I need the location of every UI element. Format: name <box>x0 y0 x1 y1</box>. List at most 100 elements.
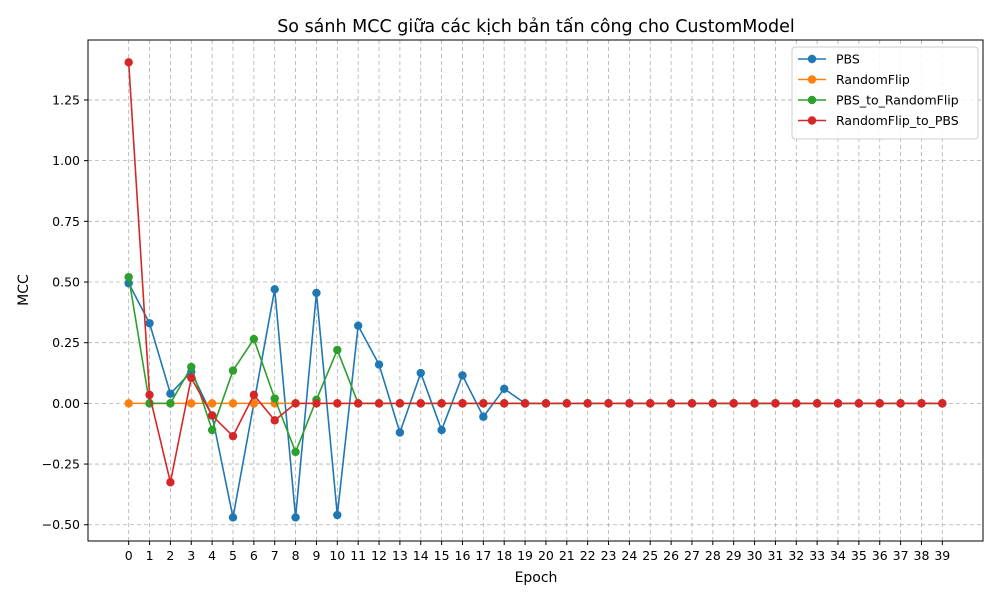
y-tick-label: −0.25 <box>42 457 80 472</box>
y-tick-label: 1.25 <box>52 92 80 107</box>
x-tick-label: 14 <box>413 548 429 563</box>
data-point-randomflip-to-pbs <box>896 399 905 408</box>
data-point-randomflip-to-pbs <box>854 399 864 408</box>
x-tick-label: 39 <box>934 548 950 563</box>
x-tick-label: 30 <box>747 548 763 563</box>
data-point-randomflip-to-pbs <box>729 399 738 408</box>
data-point-randomflip-to-pbs <box>562 399 571 408</box>
data-point-randomflip-to-pbs <box>145 390 154 400</box>
data-point-randomflip-to-pbs <box>312 399 321 408</box>
x-tick-label: 6 <box>250 548 258 563</box>
x-tick-label: 21 <box>559 548 575 563</box>
legend-marker <box>807 75 817 84</box>
legend-item-randomflip-to-pbs: RandomFlip_to_PBS <box>798 113 959 128</box>
data-point-randomflip-to-pbs <box>938 399 947 408</box>
legend-item-randomflip: RandomFlip <box>798 72 910 87</box>
x-tick-label: 34 <box>830 548 846 563</box>
data-point-randomflip-to-pbs <box>583 399 592 408</box>
y-tick-label: 0.75 <box>52 214 80 229</box>
data-point-randomflip-to-pbs <box>270 416 279 425</box>
data-point-pbs-to-randomflip <box>207 425 217 435</box>
data-point-randomflip <box>249 399 259 408</box>
data-point-randomflip-to-pbs <box>917 399 926 408</box>
x-tick-label: 18 <box>496 548 512 563</box>
x-tick-label: 31 <box>767 548 783 563</box>
x-tick-label: 12 <box>371 548 387 563</box>
x-tick-label: 22 <box>580 548 596 563</box>
y-tick-label: −0.50 <box>42 517 80 532</box>
data-point-randomflip-to-pbs <box>771 399 780 408</box>
data-point-randomflip-to-pbs <box>166 478 175 487</box>
x-tick-label: 0 <box>125 548 133 563</box>
x-tick-label: 10 <box>329 548 345 563</box>
chart-title: So sánh MCC giữa các kịch bản tấn công c… <box>277 16 795 37</box>
x-tick-label: 5 <box>229 548 237 563</box>
data-point-randomflip-to-pbs <box>541 399 551 408</box>
x-tick-label: 28 <box>705 548 721 563</box>
data-point-pbs <box>333 510 342 520</box>
data-point-randomflip-to-pbs <box>875 399 884 408</box>
data-point-pbs-to-randomflip <box>166 399 175 408</box>
y-axis: −0.50 −0.25 0.00 0.25 0.50 0.75 1.00 1.25 <box>42 92 88 532</box>
legend-marker <box>807 95 817 105</box>
x-tick-label: 36 <box>872 548 888 563</box>
data-point-pbs-to-randomflip <box>249 334 259 344</box>
x-tick-label: 13 <box>392 548 408 563</box>
data-point-pbs <box>479 412 488 421</box>
legend-label: PBS_to_RandomFlip <box>836 93 959 108</box>
data-point-randomflip-to-pbs <box>416 399 425 408</box>
data-point-randomflip-to-pbs <box>291 399 300 408</box>
x-tick-label: 19 <box>517 548 533 563</box>
data-point-randomflip <box>124 399 133 408</box>
legend: PBS RandomFlip PBS_to_RandomFlip RandomFlip… <box>791 46 979 140</box>
data-point-pbs <box>437 425 446 435</box>
x-axis-label: Epoch <box>515 570 558 586</box>
data-point-pbs <box>395 428 405 437</box>
x-tick-label: 17 <box>475 548 491 563</box>
data-point-randomflip-to-pbs <box>625 399 634 408</box>
data-point-randomflip-to-pbs <box>207 411 217 420</box>
data-point-randomflip-to-pbs <box>228 431 238 441</box>
x-tick-label: 15 <box>434 548 450 563</box>
series-layer <box>124 58 947 522</box>
y-tick-label: 0.00 <box>52 396 80 411</box>
y-tick-label: 1.00 <box>52 153 80 168</box>
data-point-randomflip <box>228 399 238 408</box>
x-tick-label: 4 <box>208 548 216 563</box>
x-tick-label: 37 <box>893 548 909 563</box>
data-point-randomflip-to-pbs <box>395 399 405 408</box>
data-point-randomflip-to-pbs <box>124 58 133 67</box>
data-point-randomflip-to-pbs <box>353 399 363 408</box>
data-point-pbs <box>228 513 238 522</box>
data-point-pbs <box>353 321 363 330</box>
data-point-pbs-to-randomflip <box>333 345 342 355</box>
data-point-randomflip-to-pbs <box>458 399 467 408</box>
legend-marker <box>807 116 817 125</box>
data-point-randomflip-to-pbs <box>187 373 196 383</box>
y-axis-label: MCC <box>16 274 32 306</box>
x-tick-label: 24 <box>621 548 637 563</box>
data-point-pbs <box>166 389 175 398</box>
data-point-randomflip-to-pbs <box>812 399 822 408</box>
data-point-pbs <box>312 288 321 298</box>
data-point-randomflip-to-pbs <box>479 399 488 408</box>
x-tick-label: 1 <box>146 548 154 563</box>
x-tick-label: 11 <box>350 548 366 563</box>
data-point-randomflip-to-pbs <box>249 390 259 400</box>
x-tick-label: 23 <box>601 548 617 563</box>
data-point-pbs <box>458 371 467 380</box>
data-point-randomflip-to-pbs <box>750 399 759 408</box>
data-point-pbs <box>374 360 384 369</box>
legend-label: RandomFlip_to_PBS <box>836 113 959 128</box>
x-axis: 0 1 2 3 4 5 6 7 8 9 10 11 12 13 14 15 16 17 18 19 20 21 22 23 24… <box>125 541 950 563</box>
data-point-randomflip-to-pbs <box>437 399 446 408</box>
legend-label: RandomFlip <box>836 72 910 87</box>
x-tick-label: 8 <box>292 548 300 563</box>
legend-item-pbs-to-randomflip: PBS_to_RandomFlip <box>798 93 959 108</box>
x-tick-label: 33 <box>809 548 825 563</box>
x-tick-label: 38 <box>914 548 930 563</box>
data-point-pbs <box>416 368 425 378</box>
data-point-pbs <box>500 384 509 394</box>
series-line-randomflip-to-pbs <box>127 62 943 484</box>
y-tick-label: 0.50 <box>52 275 80 290</box>
